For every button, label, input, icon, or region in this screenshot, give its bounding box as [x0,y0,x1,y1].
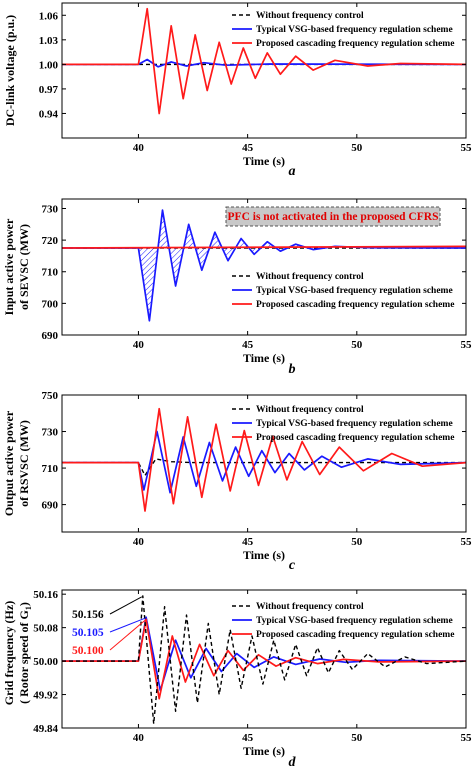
plot-frame [61,589,467,729]
pfc-note-box [225,206,441,227]
x-tick-label: 55 [461,536,473,548]
legend-label: Proposed cascading frequency regulation … [256,630,454,640]
legend-label: Typical VSG-based frequency regulation s… [256,616,453,626]
chart-panel-b: 40 45 50 55 690 700 710 720 730 Time (s) Input act… [2,198,473,377]
legend: Without frequency control Typical VSG-bas… [232,272,454,310]
y-tick-label: 50.08 [33,623,58,635]
legend-label: Without frequency control [256,602,364,612]
series-line-typical-vsg [62,616,466,692]
y-tick-label: 49.92 [33,690,58,702]
legend: Without frequency control Typical VSG-bas… [232,11,454,49]
panel-label: c [289,558,296,573]
x-tick-label: 55 [461,732,473,744]
x-axis-label: Time (s) [243,744,285,758]
x-tick-label: 45 [242,732,254,744]
panel-label: d [289,755,297,770]
x-axis-label: Time (s) [243,548,285,562]
series-line-proposed-cascading [62,407,466,512]
series-line-proposed-cascading [62,245,466,249]
y-tick-label: 710 [42,463,59,475]
y-tick-label: 730 [42,203,59,215]
y-axis-label: Input active powerof SEVSC (MW) [2,218,31,315]
chart-panel-d: 40 45 50 55 49.84 49.92 50.00 50.08 50.16 Time (s… [2,589,472,770]
series-line-without-control [62,458,466,477]
y-axis-label: Output active powerof RSVSC (MW) [2,410,31,516]
x-axis-label: Time (s) [243,351,285,365]
x-tick-label: 45 [242,536,254,548]
legend-label: Without frequency control [256,272,364,282]
x-tick-label: 55 [461,339,473,351]
legend: Without frequency control Typical VSG-bas… [232,405,454,443]
x-tick-label: 40 [133,536,145,548]
series-line-proposed-cascading [62,7,466,115]
hatched-area [62,210,466,321]
series-line-without-control [62,595,466,725]
series-line-typical-vsg [62,430,466,494]
legend-label: Typical VSG-based frequency regulation s… [256,25,453,35]
y-tick-label: 1.03 [39,35,59,47]
y-tick-label: 690 [42,330,59,342]
legend-label: Without frequency control [256,11,364,21]
y-tick-label: 710 [42,267,59,279]
y-tick-label: 1.00 [39,59,59,71]
x-tick-label: 45 [242,142,254,154]
x-tick-label: 50 [351,732,363,744]
y-tick-label: 0.97 [39,84,59,96]
legend-label: Proposed cascading frequency regulation … [256,433,454,443]
y-tick-label: 0.94 [39,108,59,120]
peak-value-label: 50.156 [72,609,104,621]
legend-label: Without frequency control [256,405,364,415]
x-tick-label: 40 [133,732,145,744]
y-tick-label: 1.06 [39,10,59,22]
legend-label: Proposed cascading frequency regulation … [256,39,454,49]
legend-label: Proposed cascading frequency regulation … [256,300,454,310]
x-tick-label: 50 [351,142,363,154]
y-tick-label: 49.84 [33,723,58,735]
y-tick-label: 750 [42,390,59,402]
y-tick-label: 700 [42,298,59,310]
y-tick-label: 50.16 [33,589,58,601]
legend-label: Typical VSG-based frequency regulation s… [256,286,453,296]
series-line-proposed-cascading [62,618,466,700]
series-line-typical-vsg [62,209,466,322]
peak-arrow [109,596,143,615]
x-tick-label: 40 [133,142,145,154]
pfc-note-text: PFC is not activated in the proposed CFR… [228,211,439,223]
y-tick-label: 690 [42,500,59,512]
y-tick-label: 50.00 [33,656,58,668]
legend: Without frequency control Typical VSG-bas… [232,602,454,640]
chart-panel-c: 40 45 50 55 690 710 730 750 Time (s) Output activ… [2,390,472,573]
x-tick-label: 50 [351,339,363,351]
x-tick-label: 55 [461,142,473,154]
y-tick-label: 720 [42,235,59,247]
panel-label: a [289,164,296,179]
x-tick-label: 45 [242,339,254,351]
peak-value-label: 50.100 [72,645,104,657]
plot-frame [61,198,467,336]
plot-frame [61,394,467,533]
y-tick-label: 730 [42,427,59,439]
peak-value-label: 50.105 [72,627,104,639]
peak-arrow [109,617,146,633]
x-tick-label: 40 [133,339,145,351]
x-tick-label: 50 [351,536,363,548]
chart-panel-a: 40 45 50 55 0.94 0.97 1.00 1.03 1.06 Time (s) DC-l… [3,2,473,179]
peak-arrow [109,619,146,651]
plot-frame [61,2,467,139]
y-axis-label: DC-link voltage (p.u.) [3,15,17,126]
y-axis-label: Grid frequency (Hz)( Rotor speed of G1) [2,601,33,705]
x-axis-label: Time (s) [243,154,285,168]
panel-label: b [289,362,296,377]
series-line-typical-vsg [62,58,466,68]
legend-label: Typical VSG-based frequency regulation s… [256,419,453,429]
